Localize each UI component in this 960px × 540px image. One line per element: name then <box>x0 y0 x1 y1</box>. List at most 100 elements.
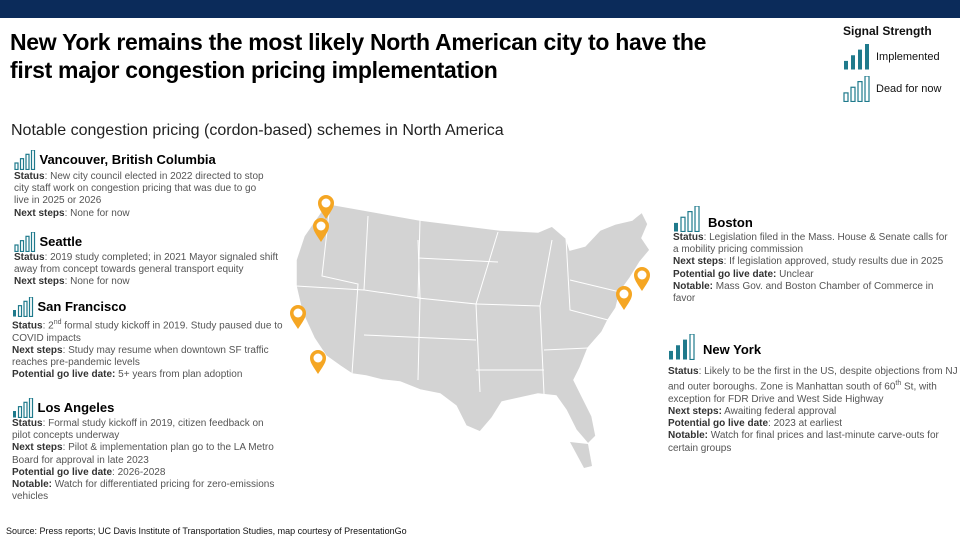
status-label: Status <box>673 232 704 243</box>
notable-label: Notable: <box>673 280 713 292</box>
go-live-text: : 2023 at earliest <box>768 418 842 430</box>
signal-bar <box>858 49 862 70</box>
signal-bar <box>28 398 34 418</box>
page-title: New York remains the most likely North A… <box>10 29 707 83</box>
signal-bar <box>25 235 30 252</box>
next-steps-text: : If legislation approved, study results… <box>723 256 944 268</box>
pin-san-francisco-icon <box>290 305 306 329</box>
city-card-seattle: Seattle Status: 2019 study completed; in… <box>14 232 290 289</box>
signal-bar <box>864 76 870 102</box>
next-steps-label: Next steps <box>12 442 63 454</box>
status-sup: nd <box>53 319 62 326</box>
city-header: Vancouver, British Columbia <box>14 150 264 170</box>
signal-bar <box>30 150 36 170</box>
city-card-vancouver: Vancouver, British Columbia Status: New … <box>14 150 264 220</box>
status-text: : Likely to be the first in the US, desp… <box>668 366 958 393</box>
city-name-seattle: Seattle <box>39 233 83 249</box>
status-label: Status <box>12 320 43 332</box>
go-live-label: Potential go live date: <box>12 369 116 381</box>
status-label: Status <box>14 171 45 182</box>
signal-bar <box>19 240 25 252</box>
next-steps-text: : None for now <box>64 207 130 219</box>
signal-bar <box>13 310 16 317</box>
next-steps-text: : Pilot & implementation plan go to the … <box>12 442 274 466</box>
city-card-boston: Boston Status: Legislation filed in the … <box>673 206 955 305</box>
next-steps-label: Next steps <box>14 276 65 288</box>
status-text-cont: St, with exception for FDR Drive and Wes… <box>668 381 937 405</box>
signal-bar <box>28 297 34 317</box>
signal-bar <box>683 339 687 360</box>
signal-bar <box>17 305 23 317</box>
notable-text: Watch for final prices and last-minute c… <box>668 430 939 454</box>
signal-bar <box>14 244 19 252</box>
go-live-text: : 2026-2028 <box>112 466 166 478</box>
signal-bar <box>669 350 673 360</box>
signal-bar <box>30 232 36 252</box>
source-note: Source: Press reports; UC Davis Institut… <box>6 526 407 536</box>
status-text: : 2019 study completed; in 2021 Mayor si… <box>14 252 279 276</box>
signal-bar <box>14 162 19 170</box>
city-name-los-angeles: Los Angeles <box>37 399 115 415</box>
go-live-text: 5+ years from plan adoption <box>115 369 243 381</box>
signal-bar <box>844 60 848 70</box>
notable-label: Notable: <box>12 479 52 491</box>
us-map-shape <box>295 203 651 446</box>
status-label: Status <box>12 418 43 429</box>
status-text: : New city council elected in 2022 direc… <box>14 171 264 207</box>
city-header: Los Angeles <box>12 398 284 418</box>
signal-bar <box>17 406 23 418</box>
status-label: Status <box>14 252 45 263</box>
next-steps-label: Next steps: <box>668 405 722 417</box>
signal-bar <box>23 401 28 418</box>
notable-label: Notable: <box>668 430 708 442</box>
status-text: : 2 <box>42 320 54 332</box>
signal-weak-icon <box>12 297 34 317</box>
signal-empty-icon <box>14 232 36 252</box>
signal-bar <box>674 222 678 232</box>
signal-bar <box>25 153 30 170</box>
signal-legend: Signal Strength Implemented Dead for now <box>843 24 960 102</box>
city-header: Seattle <box>14 232 290 252</box>
signal-strong-icon <box>843 44 870 70</box>
signal-bar <box>689 334 695 360</box>
pin-vancouver-icon <box>318 195 334 219</box>
city-name-san-francisco: San Francisco <box>37 298 127 314</box>
pin-los-angeles-icon <box>310 350 326 374</box>
signal-weak-icon <box>673 206 700 232</box>
signal-weak-icon <box>12 398 34 418</box>
go-live-label: Potential go live date <box>12 466 113 478</box>
city-name-boston: Boston <box>708 214 753 230</box>
next-steps-label: Next steps <box>673 256 724 268</box>
signal-bar <box>857 81 863 102</box>
legend-dead: Dead for now <box>843 76 960 102</box>
legend-implemented: Implemented <box>843 44 960 70</box>
signal-bar <box>694 206 700 232</box>
city-header: San Francisco <box>12 297 294 317</box>
city-header: Boston <box>673 206 955 232</box>
signal-bar <box>865 44 869 70</box>
legend-implemented-label: Implemented <box>876 51 940 63</box>
go-live-label: Potential go live date: <box>673 268 777 280</box>
city-card-san-francisco: San Francisco Status: 2nd formal study k… <box>12 297 294 381</box>
status-text-cont: formal study kickoff in 2019. Study paus… <box>12 320 283 344</box>
go-live-text: Unclear <box>776 268 814 280</box>
signal-bar <box>687 211 693 232</box>
status-sup: th <box>895 380 902 388</box>
signal-bar <box>676 345 680 360</box>
signal-bar <box>13 411 16 418</box>
next-steps-label: Next steps <box>12 344 63 356</box>
next-steps-text: : Study may resume when downtown SF traf… <box>12 344 269 368</box>
next-steps-text: Awaiting federal approval <box>721 405 837 417</box>
signal-bar <box>851 55 855 70</box>
notable-text: Watch for differentiated pricing for zer… <box>12 479 275 503</box>
city-card-los-angeles: Los Angeles Status: Formal study kickoff… <box>12 398 284 503</box>
status-label: Status <box>668 366 699 377</box>
signal-bar <box>680 216 686 232</box>
next-steps-text: : None for now <box>64 276 130 288</box>
top-banner <box>0 0 960 18</box>
signal-strong-icon <box>668 334 695 360</box>
legend-dead-label: Dead for now <box>876 83 942 95</box>
city-header: New York <box>668 334 958 360</box>
city-name-vancouver: Vancouver, British Columbia <box>39 151 216 167</box>
notable-text: Mass Gov. and Boston Chamber of Commerce… <box>673 280 934 305</box>
